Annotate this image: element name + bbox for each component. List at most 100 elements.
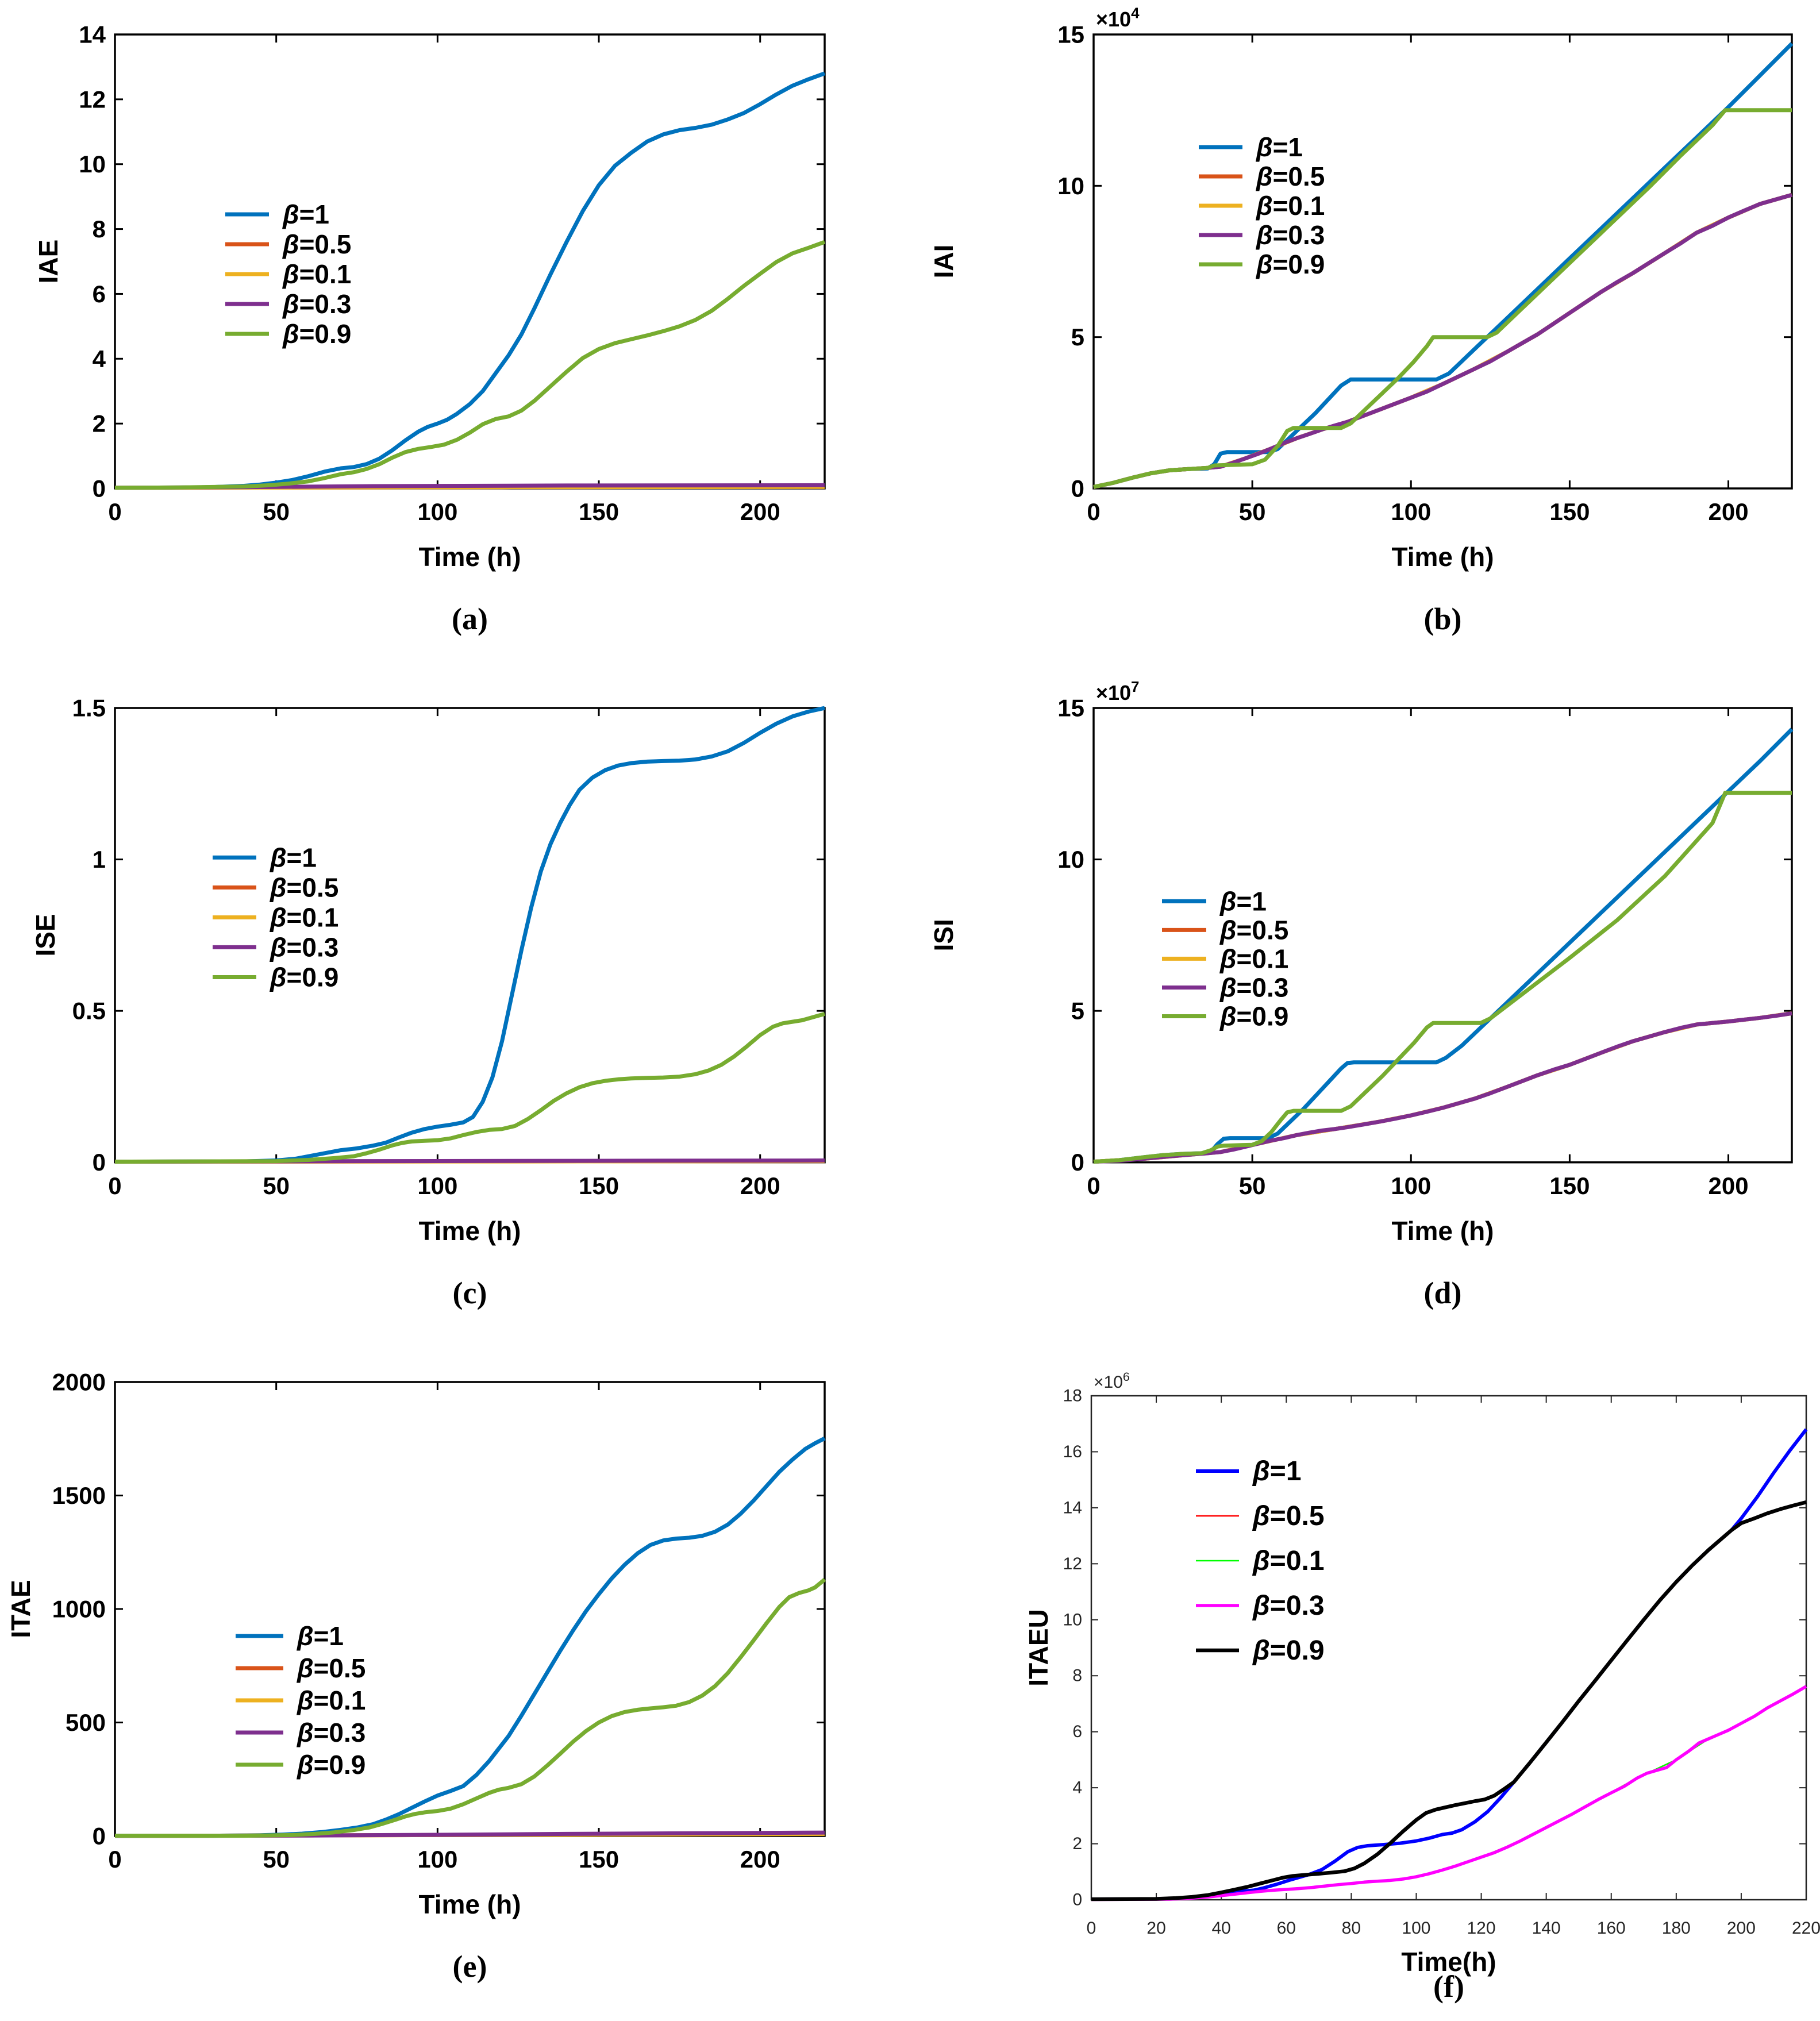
y-tick-label: 5	[1071, 324, 1084, 351]
legend-label-beta-0.1: β=0.1	[282, 259, 351, 289]
x-tick-label: 200	[1727, 1919, 1756, 1938]
series-line-beta-1	[1093, 42, 1794, 489]
series-line-beta-0.9	[1093, 791, 1792, 1164]
y-tick-label: 4	[93, 345, 106, 372]
axes-box	[114, 1381, 826, 1837]
chart-d: 0 50 100 150 200 0 5 10 15 ×107 β=1β=0.5β=0.1β=0.3…	[929, 679, 1794, 1310]
y-tick-label: 2	[1072, 1834, 1082, 1853]
x-tick-label: 20	[1146, 1919, 1165, 1938]
x-tick-label: 150	[579, 1172, 619, 1199]
series-line-beta-0.9	[114, 240, 826, 490]
y-tick-label: 10	[1057, 172, 1084, 199]
series-line-beta-0.9	[115, 1577, 826, 1838]
y-tick-label: 1	[93, 846, 106, 873]
legend-label-beta-0.5: β=0.5	[282, 229, 351, 259]
legend-label-beta-1: β=1	[1256, 132, 1303, 162]
axis-exponent: ×106	[1094, 1369, 1130, 1392]
series-line-beta-1	[1093, 727, 1794, 1164]
series-line-beta-0.3	[1093, 193, 1792, 489]
x-tick-label: 40	[1211, 1919, 1230, 1938]
panel-f: 0 20 40 60 80 100 120 140 160 180 200 220 0 2 4 6 8 10 12 1…	[910, 1348, 1820, 2021]
legend-label-beta-0.9: β=0.9	[1219, 1001, 1288, 1031]
series-line-beta-1	[1091, 1428, 1808, 1901]
legend-label-beta-0.5: β=0.5	[1219, 915, 1288, 945]
x-tick-label: 0	[108, 1846, 121, 1873]
x-tick-label: 200	[740, 1172, 780, 1199]
legend-label-beta-0.9: β=0.9	[1252, 1635, 1325, 1666]
x-tick-label: 100	[1391, 498, 1431, 525]
x-tick-label: 220	[1792, 1919, 1820, 1938]
axes-box	[114, 707, 826, 1164]
panel-e: 0 50 100 150 200 0 500 1000 1500 2000 β=1 β=0.5 β=0.…	[0, 1348, 910, 2021]
series-line-beta-0.5	[1093, 1011, 1792, 1164]
x-tick-label: 50	[1239, 1172, 1266, 1199]
y-tick-label: 0	[1071, 475, 1084, 502]
chart-e: 0 50 100 150 2000500100015002000β=1β=0.5β=0.…	[6, 1369, 826, 1984]
x-tick-label: 0	[1087, 1919, 1096, 1938]
y-tick-label: 1.5	[72, 695, 106, 722]
x-axis-label: Time(h)	[1401, 1947, 1496, 1977]
x-tick-label: 60	[1277, 1919, 1296, 1938]
panel-a: 0 50 100 150 200 0 2 4 6 8 10 12 14 β=1 β=0.5 β=0.1 β=0.…	[0, 0, 910, 673]
legend-label-beta-0.5: β=0.5	[1256, 161, 1325, 191]
legend-label-beta-0.9: β=0.9	[1256, 249, 1325, 279]
axis-exponent: ×107	[1096, 679, 1139, 705]
series-line-beta-0.9	[114, 1012, 825, 1164]
x-tick-label: 150	[1549, 498, 1590, 525]
legend-label-beta-0.1: β=0.1	[1252, 1546, 1325, 1576]
legend-label-beta-0.1: β=0.1	[270, 902, 338, 932]
y-tick-label: 15	[1057, 695, 1084, 722]
chart-b: 0 50 100 150 200 0 5 10 15 ×104 β=1β=0.5β=0.1β=0.3…	[929, 6, 1794, 636]
y-tick-label: 8	[93, 215, 106, 242]
y-tick-label: 2	[93, 410, 106, 437]
legend-label-beta-0.3: β=0.3	[297, 1718, 365, 1747]
x-axis-label: Time (h)	[1392, 1216, 1494, 1246]
y-tick-label: 1500	[52, 1482, 106, 1509]
x-tick-label: 150	[579, 1846, 619, 1873]
y-tick-label: 5	[1071, 998, 1084, 1025]
legend-label-beta-0.9: β=0.9	[270, 962, 338, 992]
legend-label-beta-1: β=1	[297, 1621, 344, 1651]
y-tick-label: 10	[1063, 1610, 1082, 1629]
legend-label-beta-0.3: β=0.3	[1219, 972, 1288, 1002]
y-tick-label: 12	[1063, 1554, 1082, 1573]
y-tick-label: 18	[1063, 1387, 1082, 1406]
panel-b: 0 50 100 150 200 0 5 10 15 ×104 β=1 β=0.5 β=0.1 β=0.3…	[910, 0, 1820, 673]
y-axis-label: ITAE	[6, 1580, 36, 1638]
y-axis-label: IAE	[33, 240, 63, 284]
y-tick-label: 6	[93, 280, 106, 307]
panel-c: 0 50 100 150 200 0 0.5 1 1.5 β=1 β=0.5 β=0.1 β=0.3 β=…	[0, 673, 910, 1348]
chart-f: 0 20 40 60 80 100 120 140 160 180 200 220 0 2 4 6 8 10 12 1…	[1023, 1369, 1820, 2004]
y-tick-label: 14	[1063, 1498, 1082, 1517]
y-tick-label: 0	[93, 1823, 106, 1850]
series-line-beta-0.3	[1091, 1685, 1807, 1901]
legend-label-beta-1: β=1	[1252, 1456, 1302, 1487]
axes-box	[1092, 33, 1793, 490]
y-tick-label: 12	[79, 86, 106, 113]
x-tick-label: 100	[1391, 1172, 1431, 1199]
chart-c: 0 50 100 150 200 0 0.5 1 1.5 β=1β=0.5β=0.1β=0.3β=…	[30, 695, 826, 1310]
y-axis-label: ITAEU	[1023, 1609, 1053, 1687]
x-tick-label: 160	[1597, 1919, 1626, 1938]
legend-label-beta-0.9: β=0.9	[282, 319, 351, 349]
x-tick-label: 50	[263, 1172, 290, 1199]
x-tick-label: 120	[1467, 1919, 1496, 1938]
legend-label-beta-0.5: β=0.5	[1252, 1501, 1325, 1531]
y-tick-label: 0.5	[72, 998, 106, 1025]
x-tick-label: 180	[1662, 1919, 1691, 1938]
x-tick-label: 200	[740, 1846, 780, 1873]
y-tick-label: 10	[79, 151, 106, 178]
y-tick-label: 10	[1057, 846, 1084, 873]
y-tick-label: 0	[93, 475, 106, 502]
y-tick-label: 4	[1072, 1779, 1082, 1797]
x-tick-label: 150	[1549, 1172, 1590, 1199]
series-line-beta-1	[115, 1436, 826, 1838]
x-tick-label: 50	[1239, 498, 1266, 525]
y-tick-label: 0	[1072, 1891, 1082, 1910]
series-line-beta-0.9	[1093, 108, 1792, 489]
series-line-beta-0.3	[1093, 1011, 1792, 1164]
panel-caption: (c)	[453, 1276, 487, 1310]
y-tick-label: 16	[1063, 1442, 1082, 1461]
panel-d: 0 50 100 150 200 0 5 10 15 ×107 β=1 β=0.5 β=0.1 β=0.3…	[910, 673, 1820, 1348]
